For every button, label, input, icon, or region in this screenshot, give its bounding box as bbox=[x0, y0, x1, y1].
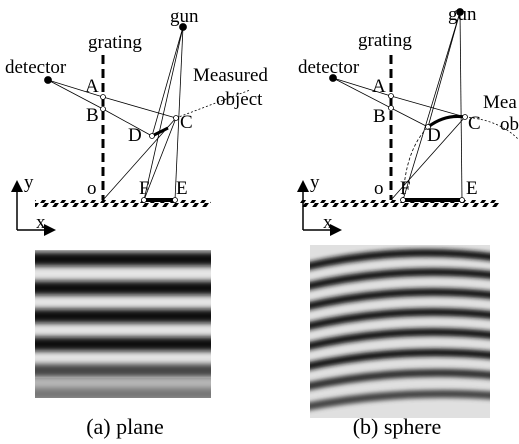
diagram-label: F bbox=[400, 178, 411, 199]
page: gungratingdetectorMeasuredobjectABCDEFoy… bbox=[0, 0, 519, 444]
diagram-label: B bbox=[86, 105, 99, 126]
diagram-label: Mea bbox=[483, 92, 517, 113]
diagram-label: gun bbox=[170, 6, 199, 27]
diagram-label: Measured bbox=[193, 65, 268, 86]
diagram-label: A bbox=[372, 76, 386, 97]
diagram-label: o bbox=[87, 178, 97, 199]
fringe-image-plane bbox=[25, 250, 225, 400]
diagram-label: y bbox=[24, 172, 34, 193]
diagram-label: grating bbox=[358, 30, 412, 51]
fringe-image-sphere bbox=[300, 245, 500, 418]
diagram-label: E bbox=[176, 178, 188, 199]
diagram-label: D bbox=[427, 125, 441, 146]
diagram-label: E bbox=[466, 178, 478, 199]
diagram-label: A bbox=[85, 76, 99, 97]
diagram-label: grating bbox=[88, 32, 142, 53]
diagram-label: C bbox=[468, 113, 481, 134]
diagram-label: B bbox=[373, 106, 386, 127]
diagram-label: detector bbox=[298, 57, 360, 78]
diagram-label: detector bbox=[5, 57, 67, 78]
figure: gungratingdetectorMeasuredobjectABCDEFoy… bbox=[0, 0, 519, 444]
diagram-label: F bbox=[139, 178, 150, 199]
diagram-label: o bbox=[374, 178, 384, 199]
diagram-label: D bbox=[128, 125, 142, 146]
diagram-label: C bbox=[180, 112, 193, 133]
diagram-label: ob bbox=[500, 114, 519, 135]
diagram-label: y bbox=[310, 172, 320, 193]
diagram-label: object bbox=[216, 89, 263, 110]
caption: (a) plane bbox=[86, 414, 164, 439]
caption: (b) sphere bbox=[353, 414, 442, 439]
diagram-label: x bbox=[36, 212, 46, 233]
diagram-label: x bbox=[323, 212, 333, 233]
diagram-label: gun bbox=[448, 4, 477, 25]
